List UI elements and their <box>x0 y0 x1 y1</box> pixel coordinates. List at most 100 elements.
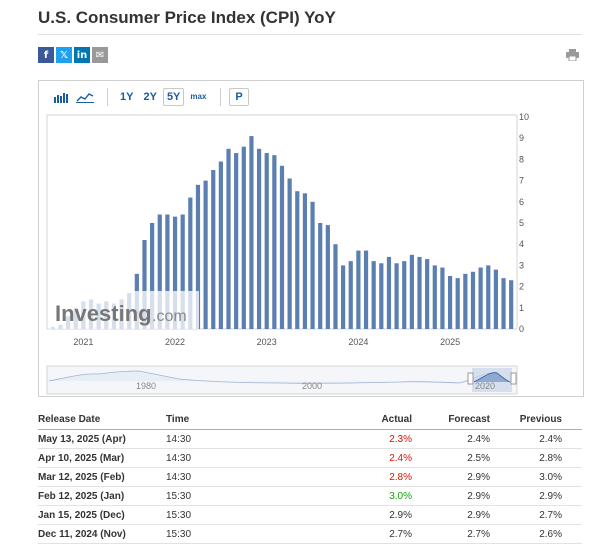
cpi-bar[interactable] <box>211 170 216 329</box>
release-date-cell: Mar 12, 2025 (Feb) <box>38 471 125 483</box>
cpi-bar[interactable] <box>256 148 262 329</box>
cpi-bar[interactable] <box>501 278 506 329</box>
actual-cell: 2.4% <box>389 452 412 464</box>
cpi-bar[interactable] <box>447 276 453 329</box>
cpi-bar[interactable] <box>150 223 155 329</box>
cpi-bar[interactable] <box>142 239 147 329</box>
title-divider <box>38 34 582 35</box>
cpi-bar[interactable] <box>325 225 330 329</box>
table-row: Feb 12, 2025 (Jan) 15:30 3.0% 2.9% 2.9% <box>38 487 582 506</box>
previous-cell: 2.4% <box>539 433 562 445</box>
cpi-bar[interactable] <box>432 265 437 329</box>
cpi-bar[interactable] <box>371 261 376 329</box>
table-row: May 13, 2025 (Apr) 14:30 2.3% 2.4% 2.4% <box>38 430 582 449</box>
cpi-bar[interactable] <box>463 273 468 329</box>
cpi-bar-chart: 0 1 2 3 4 5 6 7 8 9 10 2021 2022 2023 2024 2025 Invest… <box>46 112 529 395</box>
cpi-bar[interactable] <box>249 136 254 329</box>
cpi-bar[interactable] <box>195 184 201 329</box>
cpi-bar[interactable] <box>295 191 300 329</box>
range-max-button[interactable]: max <box>190 92 207 101</box>
cpi-bar[interactable] <box>341 265 346 329</box>
linkedin-icon[interactable]: in <box>74 47 90 63</box>
time-cell: 15:30 <box>166 490 192 502</box>
cpi-bar[interactable] <box>348 261 353 329</box>
cpi-bar[interactable] <box>493 269 498 329</box>
bar-chart-icon[interactable] <box>51 89 71 105</box>
cpi-bar[interactable] <box>356 250 361 329</box>
email-icon[interactable]: ✉ <box>92 47 108 63</box>
cpi-bar[interactable] <box>180 214 185 329</box>
cpi-bar[interactable] <box>455 278 460 329</box>
time-cell: 14:30 <box>166 452 192 464</box>
cpi-bar[interactable] <box>279 165 285 329</box>
cpi-bar[interactable] <box>470 271 476 329</box>
y-tick-label: 2 <box>519 282 524 292</box>
time-cell: 15:30 <box>166 509 192 521</box>
watermark-suffix: .com <box>152 308 187 325</box>
cpi-bar[interactable] <box>272 155 277 329</box>
header-time[interactable]: Time <box>166 414 190 425</box>
cpi-bar[interactable] <box>440 267 445 329</box>
table-header: Release Date Time Actual Forecast Previo… <box>38 410 582 430</box>
cpi-bar[interactable] <box>203 180 208 329</box>
cpi-bar[interactable] <box>218 161 223 329</box>
x-tick-label: 2025 <box>440 337 460 347</box>
header-actual[interactable]: Actual <box>381 414 412 425</box>
cpi-bar[interactable] <box>234 153 239 329</box>
y-tick-label: 6 <box>519 197 524 207</box>
cpi-bar[interactable] <box>402 261 407 329</box>
range-2y-button[interactable]: 2Y <box>143 91 157 103</box>
cpi-bar[interactable] <box>318 223 323 329</box>
header-release-date[interactable]: Release Date <box>38 414 101 425</box>
cpi-bar[interactable] <box>486 265 491 329</box>
cpi-bar[interactable] <box>226 148 231 329</box>
y-tick-label: 5 <box>519 218 524 228</box>
header-forecast[interactable]: Forecast <box>448 414 490 425</box>
forecast-cell: 2.9% <box>467 490 490 502</box>
navigator-right-handle[interactable] <box>510 372 517 385</box>
cpi-bar[interactable] <box>172 216 178 329</box>
actual-cell: 3.0% <box>389 490 412 502</box>
y-tick-label: 10 <box>519 112 529 122</box>
cpi-bar[interactable] <box>333 244 338 329</box>
chart-toolbar: 1Y 2Y 5Y max P <box>51 88 251 106</box>
cpi-bar[interactable] <box>287 178 292 329</box>
cpi-bar[interactable] <box>264 153 269 329</box>
share-bar: f 𝕏 in ✉ <box>38 47 108 63</box>
cpi-bar[interactable] <box>478 267 483 329</box>
investing-watermark: Investing .com <box>49 291 199 329</box>
time-navigator[interactable]: 1980 2000 2020 <box>46 365 518 395</box>
cpi-bar[interactable] <box>165 214 170 329</box>
cpi-bar[interactable] <box>394 263 399 329</box>
range-5y-button[interactable]: 5Y <box>162 88 185 106</box>
header-previous[interactable]: Previous <box>519 414 562 425</box>
range-1y-button[interactable]: 1Y <box>120 91 134 103</box>
facebook-icon[interactable]: f <box>38 47 54 63</box>
release-date-cell: May 13, 2025 (Apr) <box>38 433 126 445</box>
cpi-bar[interactable] <box>509 280 514 329</box>
cpi-bar[interactable] <box>409 254 414 329</box>
print-icon[interactable] <box>566 49 579 61</box>
cpi-bar[interactable] <box>386 256 392 329</box>
area-chart-icon[interactable] <box>75 89 95 105</box>
y-tick-label: 0 <box>519 324 524 334</box>
navigator-left-handle[interactable] <box>467 372 474 385</box>
period-button[interactable]: P <box>229 88 249 106</box>
previous-cell: 2.9% <box>539 490 562 502</box>
forecast-cell: 2.9% <box>467 509 490 521</box>
cpi-bar[interactable] <box>310 201 315 329</box>
x-tick-label: 2022 <box>165 337 185 347</box>
cpi-bar[interactable] <box>417 256 422 329</box>
cpi-bar[interactable] <box>363 250 369 329</box>
cpi-bar[interactable] <box>188 197 193 329</box>
cpi-bar[interactable] <box>379 263 384 329</box>
table-row: Apr 10, 2025 (Mar) 14:30 2.4% 2.5% 2.8% <box>38 449 582 468</box>
cpi-bar[interactable] <box>302 193 308 329</box>
release-date-cell: Dec 11, 2024 (Nov) <box>38 528 126 540</box>
x-icon[interactable]: 𝕏 <box>56 47 72 63</box>
y-tick-label: 7 <box>519 176 524 186</box>
cpi-bar[interactable] <box>425 259 430 329</box>
cpi-bar[interactable] <box>157 214 162 329</box>
actual-cell: 2.3% <box>389 433 412 445</box>
cpi-bar[interactable] <box>241 146 246 329</box>
